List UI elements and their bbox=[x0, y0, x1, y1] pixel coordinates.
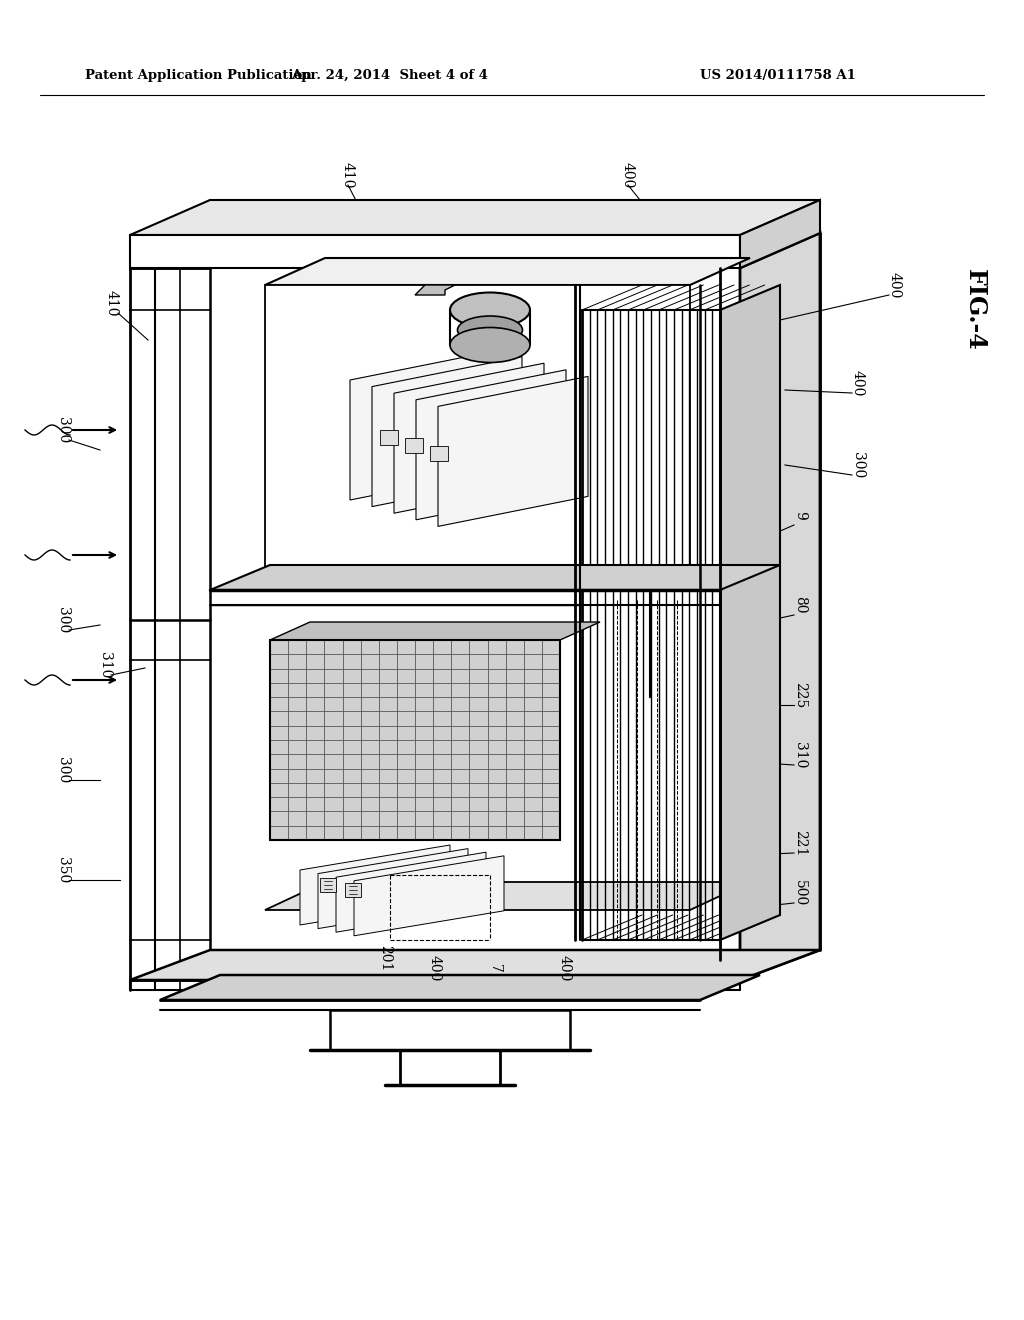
Text: 225: 225 bbox=[793, 682, 807, 708]
Text: 300: 300 bbox=[56, 417, 70, 444]
Polygon shape bbox=[265, 257, 750, 285]
Polygon shape bbox=[350, 350, 500, 500]
Polygon shape bbox=[336, 853, 486, 932]
Text: 400: 400 bbox=[621, 162, 635, 189]
Polygon shape bbox=[345, 883, 361, 898]
Polygon shape bbox=[720, 285, 780, 940]
Polygon shape bbox=[380, 430, 398, 445]
Text: FIG.-4: FIG.-4 bbox=[963, 269, 987, 351]
Text: 201: 201 bbox=[378, 945, 392, 972]
Text: 400: 400 bbox=[851, 370, 865, 396]
Polygon shape bbox=[416, 370, 566, 520]
Polygon shape bbox=[318, 849, 468, 928]
Text: 300: 300 bbox=[56, 607, 70, 634]
Polygon shape bbox=[740, 234, 820, 979]
Text: US 2014/0111758 A1: US 2014/0111758 A1 bbox=[700, 69, 856, 82]
Polygon shape bbox=[270, 622, 600, 640]
Polygon shape bbox=[270, 640, 560, 840]
Ellipse shape bbox=[458, 315, 522, 345]
Polygon shape bbox=[130, 235, 740, 268]
Polygon shape bbox=[438, 376, 588, 527]
Ellipse shape bbox=[450, 293, 530, 327]
Text: 400: 400 bbox=[558, 954, 572, 981]
Text: 221: 221 bbox=[793, 830, 807, 857]
Polygon shape bbox=[430, 446, 449, 461]
Polygon shape bbox=[394, 363, 544, 513]
Text: 300: 300 bbox=[56, 756, 70, 783]
Text: 9: 9 bbox=[793, 511, 807, 519]
Polygon shape bbox=[130, 950, 820, 979]
Polygon shape bbox=[130, 201, 820, 235]
Polygon shape bbox=[319, 878, 336, 892]
Text: 500: 500 bbox=[793, 880, 807, 906]
Polygon shape bbox=[582, 310, 720, 940]
Text: Patent Application Publication: Patent Application Publication bbox=[85, 69, 311, 82]
Text: 310: 310 bbox=[793, 742, 807, 768]
Polygon shape bbox=[354, 855, 504, 936]
Ellipse shape bbox=[450, 327, 530, 363]
Polygon shape bbox=[265, 285, 690, 570]
Text: 7: 7 bbox=[488, 964, 502, 973]
Text: 410: 410 bbox=[105, 290, 119, 317]
Polygon shape bbox=[406, 438, 423, 453]
Text: 80: 80 bbox=[793, 597, 807, 614]
Polygon shape bbox=[210, 565, 780, 590]
Polygon shape bbox=[160, 975, 760, 1001]
Polygon shape bbox=[372, 356, 522, 507]
Text: 300: 300 bbox=[851, 451, 865, 478]
Text: 400: 400 bbox=[428, 954, 442, 981]
Text: Apr. 24, 2014  Sheet 4 of 4: Apr. 24, 2014 Sheet 4 of 4 bbox=[292, 69, 488, 82]
Polygon shape bbox=[740, 201, 820, 268]
Text: 400: 400 bbox=[411, 492, 425, 519]
Text: 410: 410 bbox=[341, 162, 355, 189]
Text: 310: 310 bbox=[98, 652, 112, 678]
Polygon shape bbox=[300, 845, 450, 925]
Polygon shape bbox=[415, 285, 455, 294]
Text: 350: 350 bbox=[56, 857, 70, 883]
Polygon shape bbox=[265, 882, 750, 909]
Text: 400: 400 bbox=[888, 272, 902, 298]
